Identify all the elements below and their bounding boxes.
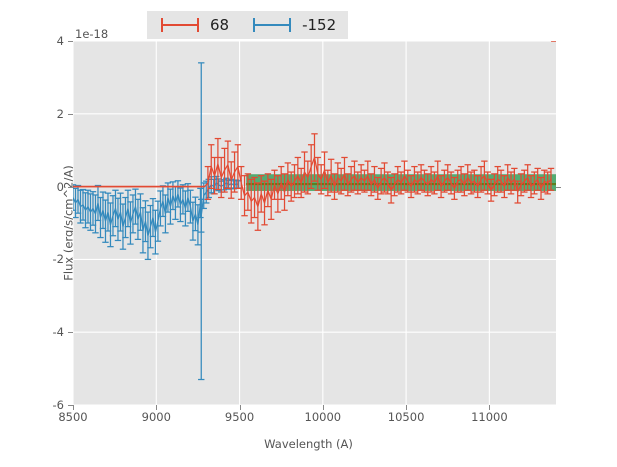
x-tick-mark: [322, 405, 324, 410]
x-tick-mark: [489, 405, 491, 410]
y-tick-label: 4: [56, 34, 64, 48]
y-tick-label: -6: [52, 398, 64, 412]
y-tick-label: -4: [52, 325, 64, 340]
x-tick-mark: [73, 405, 74, 410]
legend-entry-68: 68: [159, 16, 229, 34]
x-tick-label: 9000: [141, 410, 171, 424]
y-tick-mark: [68, 41, 73, 42]
plot-axes: [73, 41, 556, 405]
y-tick-label: -2: [52, 252, 64, 267]
y-tick-mark: [68, 332, 73, 334]
legend-entry-m152: -152: [251, 16, 336, 34]
plot-svg: [73, 41, 556, 405]
legend-marker-errorbar-red: [161, 18, 199, 32]
x-tick-mark: [156, 405, 158, 410]
x-tick-label: 9500: [224, 410, 255, 424]
y-tick-mark: [68, 405, 73, 406]
legend-label-68: 68: [210, 16, 230, 34]
x-tick-label: 10000: [304, 410, 342, 424]
y-tick-mark: [68, 259, 73, 261]
x-tick-label: 8500: [58, 410, 88, 424]
x-tick-label: 10500: [387, 410, 425, 424]
x-axis-label: Wavelength (A): [264, 437, 353, 451]
y-tick-mark: [68, 113, 73, 115]
series-line-68: [73, 41, 556, 231]
y-tick-mark: [68, 186, 73, 188]
right-edge-tick-mark: [556, 186, 561, 188]
y-axis-label-container: Flux (erg/s/cm^2/A): [14, 41, 76, 405]
legend-label-m152: -152: [302, 16, 337, 34]
y-tick-label: 0: [56, 179, 64, 194]
x-tick-label: 11000: [471, 410, 508, 424]
y-tick-label: 2: [56, 106, 64, 121]
x-tick-mark: [239, 405, 241, 410]
x-tick-mark: [406, 405, 408, 410]
chart-legend: 68 -152: [146, 10, 350, 40]
y-axis-exponent-label: 1e-18: [75, 27, 109, 41]
plot-clip-region: [73, 41, 556, 405]
legend-marker-errorbar-blue: [253, 18, 292, 32]
